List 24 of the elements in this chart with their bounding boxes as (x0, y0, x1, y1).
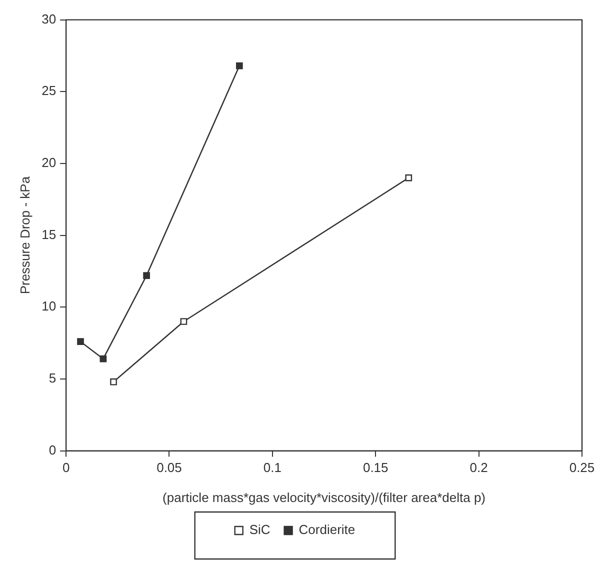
x-tick-label: 0.05 (156, 460, 182, 476)
legend-label: SiC (249, 522, 270, 538)
x-tick-label: 0.2 (470, 460, 488, 476)
point (100, 355, 107, 362)
y-tick-label: 10 (42, 298, 56, 314)
y-tick-label: 15 (42, 226, 56, 242)
legend-label: Cordierite (298, 522, 356, 538)
y-tick-label: 20 (42, 155, 56, 170)
x-tick-label: 0 (62, 460, 70, 476)
y-tick-label: 25 (42, 83, 56, 98)
x-tick-label: 0.1 (263, 460, 282, 476)
point (405, 174, 412, 182)
point (110, 378, 117, 386)
point (143, 272, 150, 279)
y-tick-label: 30 (42, 11, 56, 26)
x-tick-label: 0.25 (569, 460, 595, 476)
y-tick-label: 0 (48, 442, 56, 458)
x-tick-label: 0.15 (362, 460, 388, 476)
x-axis-title: (particle mass*gas velocity*viscosity)/(filter area*delta p) (162, 490, 486, 505)
point (180, 318, 188, 325)
point (77, 338, 84, 346)
y-axis-title: Pressure Drop - kPa (17, 176, 32, 294)
point (236, 62, 243, 70)
y-tick-label: 5 (48, 370, 56, 386)
